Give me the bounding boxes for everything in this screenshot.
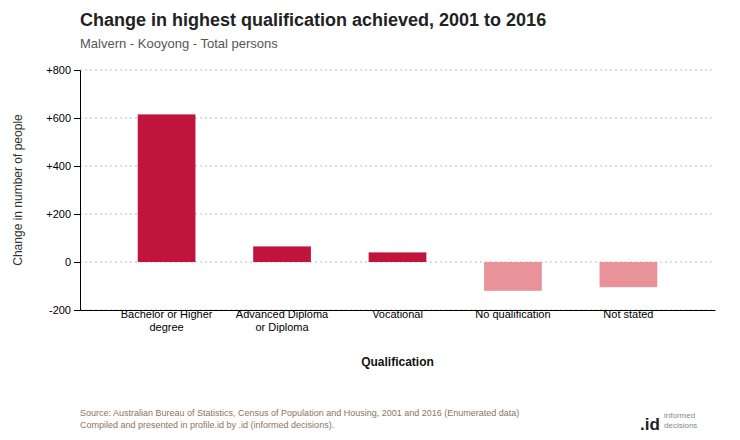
text-line: Vocational <box>372 308 423 320</box>
x-axis-title: Qualification <box>361 355 434 369</box>
tick-mark <box>74 310 80 311</box>
subtitle: Malvern - Kooyong - Total persons <box>80 36 278 51</box>
tick: -200 <box>49 304 80 316</box>
y-axis: -200 0 +200 +400 +600 +800 <box>46 64 80 316</box>
text-line: Compiled and presented in profile.id by … <box>80 420 334 430</box>
plot: -200 0 +200 +400 +600 +800 Bachelor or Higherd… <box>46 64 715 333</box>
bar <box>138 114 196 262</box>
tick-label: +200 <box>46 208 71 220</box>
y-axis-title: Change in number of people <box>11 114 25 266</box>
tick: +200 <box>46 208 80 220</box>
tick: Advanced Diplomaor Diploma <box>236 308 329 333</box>
tick-label: Not stated <box>603 308 653 320</box>
tick-label: +400 <box>46 160 71 172</box>
tick: No qualification <box>475 308 550 320</box>
tick-label: +800 <box>46 64 71 76</box>
chart: Change in highest qualification achieved… <box>0 0 740 440</box>
tick: Not stated <box>603 308 653 320</box>
tick: Vocational <box>372 308 423 320</box>
tick: +600 <box>46 112 80 124</box>
grid-line <box>80 70 715 71</box>
x-axis: Bachelor or Higherdegree Advanced Diploma… <box>81 308 716 333</box>
text-line: or Diploma <box>255 321 309 333</box>
title: Change in highest qualification achieved… <box>80 10 546 30</box>
text-line: Bachelor or Higher <box>121 308 213 320</box>
text-line: degree <box>149 321 183 333</box>
tick-mark <box>74 118 80 119</box>
tick-mark <box>74 166 80 167</box>
tick: 0 <box>65 256 80 268</box>
text-line: informed <box>664 411 695 420</box>
tick-label: Vocational <box>372 308 423 320</box>
tick: Bachelor or Higherdegree <box>121 308 213 333</box>
annotation: .id <box>640 415 660 434</box>
text-line: decisions <box>664 421 697 430</box>
tick-label: Bachelor or Higherdegree <box>121 308 213 333</box>
tick: +800 <box>46 64 80 76</box>
bar <box>253 246 311 262</box>
tick-label: 0 <box>65 256 71 268</box>
tick-label: No qualification <box>475 308 550 320</box>
bar <box>369 252 427 262</box>
tick-label: +600 <box>46 112 71 124</box>
tick-label: -200 <box>49 304 71 316</box>
text-line: No qualification <box>475 308 550 320</box>
text-line: Advanced Diploma <box>236 308 329 320</box>
axis-line <box>74 71 81 311</box>
text-line: Not stated <box>603 308 653 320</box>
bar <box>600 262 658 287</box>
bars <box>138 114 658 290</box>
tick-mark <box>74 262 80 263</box>
text-line: Source: Australian Bureau of Statistics,… <box>80 408 519 418</box>
bar <box>484 262 542 291</box>
tick-label: Advanced Diplomaor Diploma <box>236 308 329 333</box>
tick-mark <box>74 70 80 71</box>
tick: +400 <box>46 160 80 172</box>
annotation: informeddecisions <box>664 411 697 430</box>
tick-mark <box>74 214 80 215</box>
grid <box>80 70 715 310</box>
source: Source: Australian Bureau of Statistics,… <box>80 408 519 430</box>
